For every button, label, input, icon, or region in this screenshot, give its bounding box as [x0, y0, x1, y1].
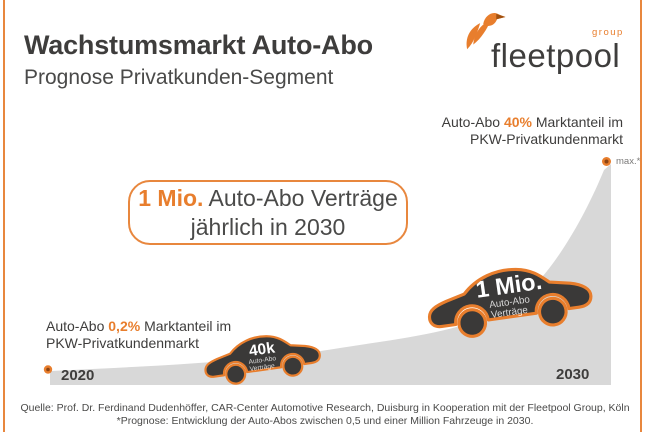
annotation-2020-suffix: Marktanteil im: [144, 318, 232, 334]
annotation-2030-prefix: Auto-Abo: [441, 114, 501, 130]
annotation-2020-prefix: Auto-Abo: [46, 318, 105, 334]
car-icon-small-40k: 40k Auto-Abo Verträge: [204, 335, 321, 385]
car-small-sub2: Verträge: [249, 363, 275, 373]
annotation-2020-line1: Auto-Abo 0,2% Marktanteil im: [46, 318, 231, 335]
max-point-label: max.*: [616, 156, 641, 167]
source-line-2: *Prognose: Entwicklung der Auto-Abos zwi…: [116, 415, 534, 427]
annotation-2020-line2: PKW-Privatkundenmarkt: [46, 334, 200, 351]
callout-line2: jährlich in 2030: [190, 213, 346, 240]
annotation-2030-line1: Auto-Abo 40% Marktanteil im: [442, 114, 623, 131]
key-message-callout: 1 Mio. Auto-Abo Verträge jährlich in 203…: [128, 180, 408, 245]
page-title: Wachstumsmarkt Auto-Abo: [24, 30, 373, 60]
callout-line1: 1 Mio. Auto-Abo Verträge: [138, 184, 398, 213]
page-subtitle: Prognose Privatkunden-Segment: [24, 66, 334, 89]
car-small-value: 40k: [248, 339, 276, 359]
logo-group-text: group: [592, 27, 624, 38]
data-point-2020-dot: [43, 365, 53, 374]
annotation-2030-suffix: Marktanteil im: [535, 114, 623, 130]
source-line-1: Quelle: Prof. Dr. Ferdinand Dudenhöffer,…: [20, 402, 630, 414]
frame-border-left: [3, 0, 5, 432]
annotation-2030-line2: PKW-Privatkundenmarkt: [469, 130, 623, 147]
annotation-2030-market-share: Auto-Abo 40% Marktanteil im PKW-Privatku…: [442, 114, 623, 147]
car-large-sub2: Verträge: [490, 305, 528, 321]
annotation-2020-market-share: Auto-Abo 0,2% Marktanteil im PKW-Privatk…: [46, 318, 231, 351]
data-point-max-dot: [602, 157, 611, 166]
x-axis-label-2030: 2030: [556, 366, 590, 383]
annotation-2030-value: 40%: [503, 114, 532, 130]
frame-border-right: [640, 0, 642, 432]
car-icon-large-1mio: 1 Mio. Auto-Abo Verträge: [427, 268, 593, 338]
callout-value: 1 Mio.: [138, 184, 204, 211]
callout-rest: Auto-Abo Verträge: [208, 184, 398, 211]
car-small-sub1: Auto-Abo: [248, 355, 277, 366]
hummingbird-logo-icon: [466, 12, 506, 50]
x-axis-label-2020: 2020: [61, 367, 95, 384]
annotation-2020-value: 0,2%: [108, 318, 141, 334]
logo-brand-text: fleetpool: [491, 37, 621, 74]
